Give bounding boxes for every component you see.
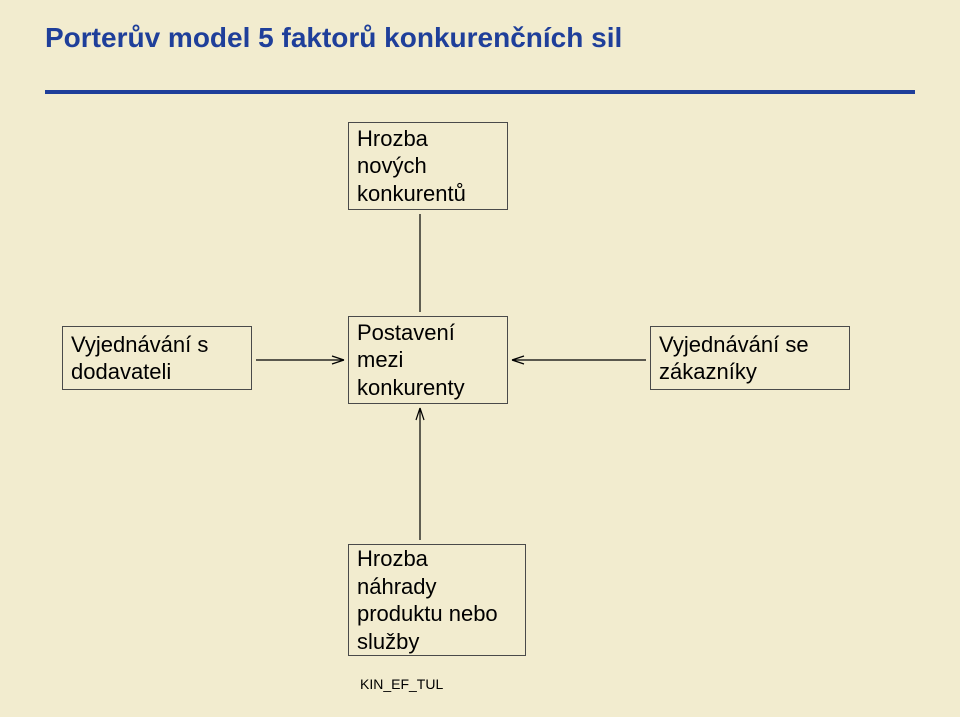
- node-text-line: nových: [357, 152, 507, 180]
- node-text-line: náhrady: [357, 573, 525, 601]
- slide-canvas: Porterův model 5 faktorů konkurenčních s…: [0, 0, 960, 717]
- node-text-line: konkurenty: [357, 374, 507, 402]
- node-text-line: dodavateli: [71, 358, 251, 386]
- node-center: Postavenímezikonkurenty: [348, 316, 508, 404]
- node-left: Vyjednávání sdodavateli: [62, 326, 252, 390]
- node-text-line: mezi: [357, 346, 507, 374]
- node-text-line: Vyjednávání se: [659, 331, 849, 359]
- slide-title: Porterův model 5 faktorů konkurenčních s…: [45, 22, 622, 54]
- title-divider: [45, 90, 915, 94]
- node-text-line: Vyjednávání s: [71, 331, 251, 359]
- node-text-line: Postavení: [357, 319, 507, 347]
- node-text-line: zákazníky: [659, 358, 849, 386]
- node-top: Hrozbanovýchkonkurentů: [348, 122, 508, 210]
- node-text-line: produktu nebo: [357, 600, 525, 628]
- node-bottom: Hrozbanáhradyproduktu neboslužby: [348, 544, 526, 656]
- node-text-line: služby: [357, 628, 525, 656]
- node-right: Vyjednávání sezákazníky: [650, 326, 850, 390]
- footer-text: KIN_EF_TUL: [360, 676, 443, 692]
- node-text-line: konkurentů: [357, 180, 507, 208]
- node-text-line: Hrozba: [357, 545, 525, 573]
- node-text-line: Hrozba: [357, 125, 507, 153]
